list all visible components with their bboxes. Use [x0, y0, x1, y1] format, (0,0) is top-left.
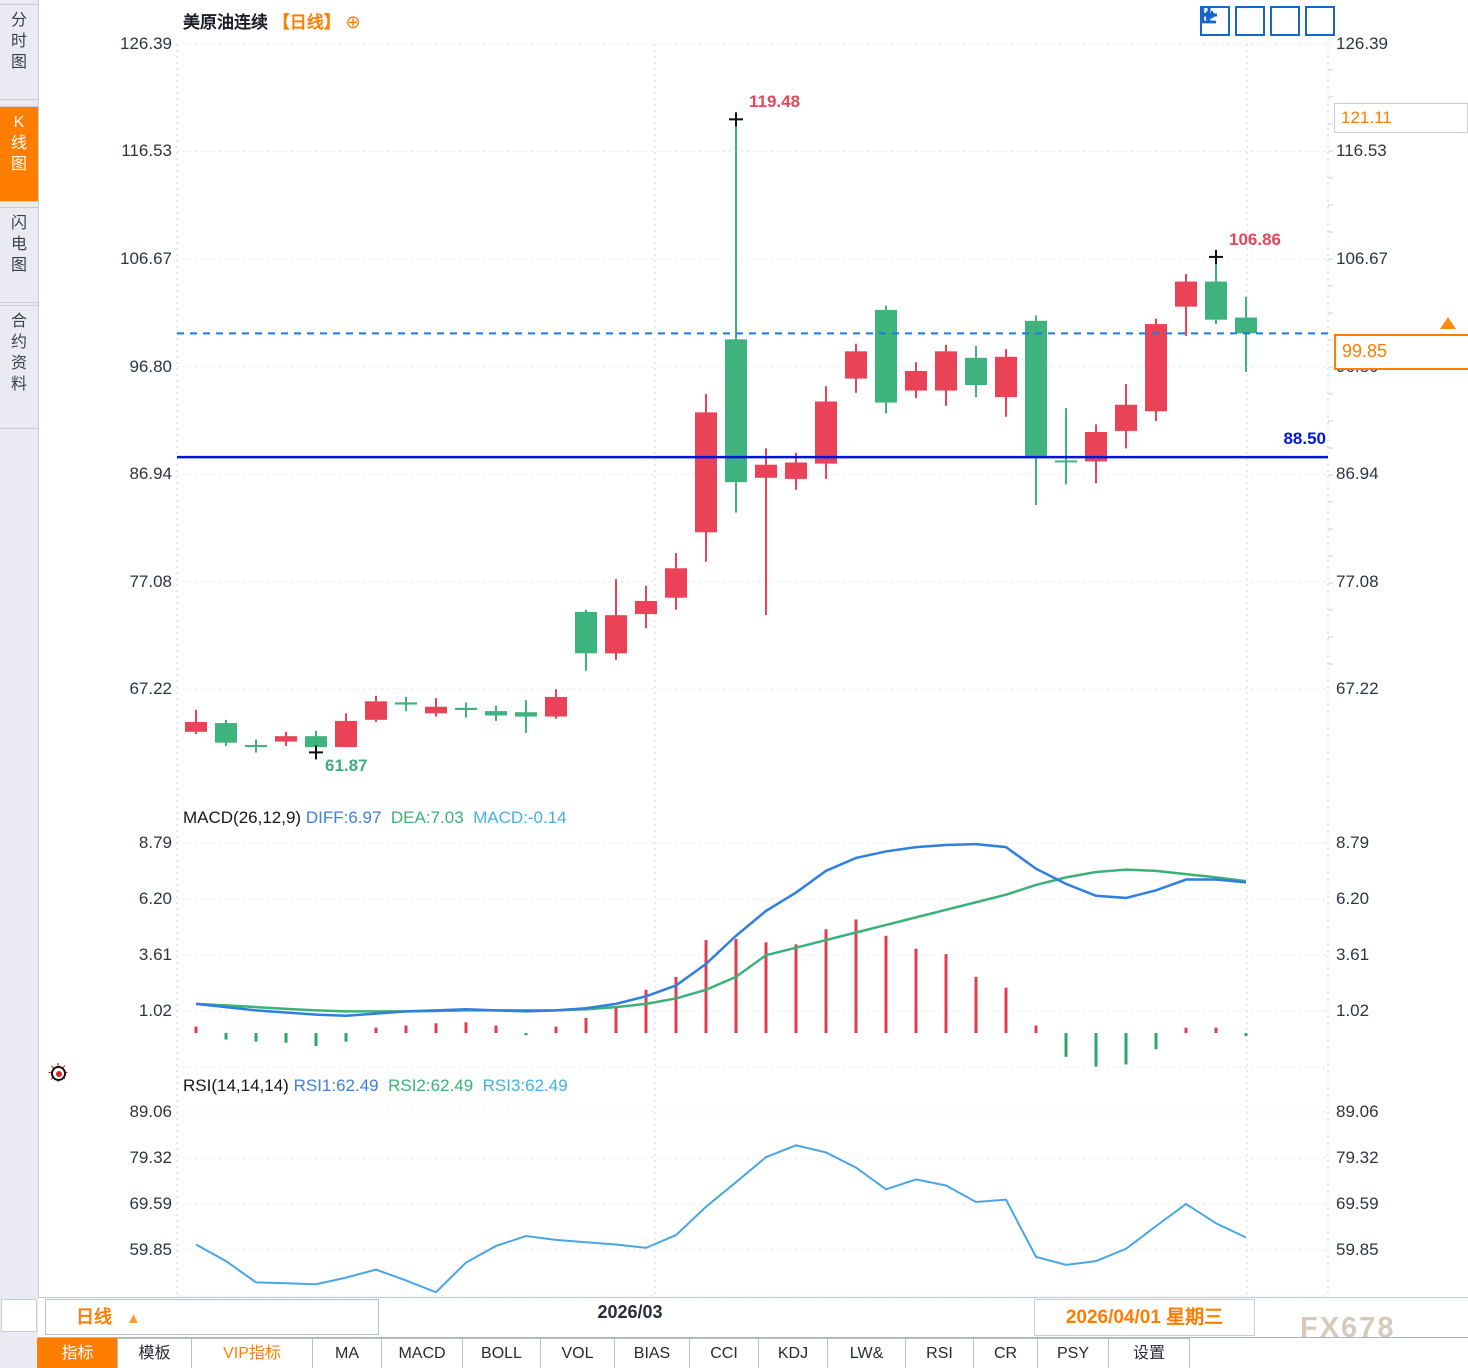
x-axis-month-label: 2026/03 [597, 1302, 663, 1322]
macd-params: MACD(26,12,9) [183, 808, 302, 827]
rsi-params: RSI(14,14,14) [183, 1076, 289, 1095]
toolbar-tab-KDJ[interactable]: KDJ [758, 1338, 828, 1368]
current-date-label: 2026/04/01 星期三 [1034, 1299, 1255, 1336]
price-axis-label-right: 126.39 [1336, 34, 1388, 53]
rsi-axis-label-right: 69.59 [1336, 1193, 1379, 1213]
macd-axis-label-left: 1.02 [138, 1001, 172, 1020]
toolbar-tab-设置[interactable]: 设置 [1108, 1338, 1190, 1368]
rsi-axis-label-right: 89.06 [1336, 1102, 1379, 1121]
toolbar-tab-MACD[interactable]: MACD [381, 1338, 463, 1368]
toolbar-tab-CR[interactable]: CR [973, 1338, 1038, 1368]
rsi2-value: RSI2:62.49 [388, 1076, 474, 1095]
sidebar-item-K线图[interactable]: K线图 [0, 106, 38, 202]
macd-axis-label-right: 1.02 [1336, 1001, 1370, 1020]
price-axis-label-left: 67.22 [129, 679, 172, 699]
macd-axis-label-left: 6.20 [138, 889, 172, 908]
period-up-triangle-icon: ▲ [126, 1310, 141, 1327]
corner-box [1, 1299, 37, 1332]
price-axis-label-right: 77.08 [1336, 571, 1379, 591]
indicator-toolbar: 指标 模板 VIP指标 MA MACD BOLL VOL BIAS CCI KDJ LW& RSI CR… [37, 1337, 1468, 1368]
sidebar-item-label: 分时图 [10, 12, 27, 71]
rsi-axis-label-right: 79.32 [1336, 1148, 1379, 1167]
sidebar: 分时图 K线图闪电图合约资料 [0, 0, 39, 1368]
sidebar-item-label: 闪电图 [10, 215, 27, 274]
sidebar-item-合约资料[interactable]: 合约资料 [0, 305, 38, 429]
upper-level-price-box: 121.11 [1334, 103, 1468, 133]
support-level-label: 88.50 [1283, 429, 1326, 448]
sun-dot-icon [55, 1070, 62, 1077]
price-axis-label-left: 86.94 [129, 464, 172, 484]
toolbar-tab-BOLL[interactable]: BOLL [462, 1338, 541, 1368]
price-axis-label-right: 67.22 [1336, 679, 1379, 699]
price-axis-label-left: 116.53 [121, 141, 172, 161]
macd-axis-label-right: 3.61 [1336, 945, 1370, 964]
macd-dea-value: DEA:7.03 [390, 808, 464, 827]
shift-right-icon[interactable] [1201, 6, 1335, 36]
toolbar-tab-LW&[interactable]: LW& [827, 1338, 906, 1368]
rsi-header: RSI(14,14,14) RSI1:62.49 RSI2:62.49 RSI3… [183, 1076, 568, 1096]
price-annotation-high: 119.48 [749, 92, 801, 112]
rsi-axis-label-right: 59.85 [1336, 1239, 1379, 1259]
rsi1-value: RSI1:62.49 [293, 1076, 379, 1095]
toolbar-tab-MA[interactable]: MA [312, 1338, 382, 1368]
macd-axis-label-left: 3.61 [138, 945, 172, 964]
symbol-name: 美原油连续 [183, 13, 268, 32]
rsi-axis-label-left: 69.59 [129, 1193, 172, 1213]
sidebar-item-label: 合约资料 [10, 313, 27, 393]
macd-axis-label-right: 8.79 [1336, 833, 1370, 852]
rsi-axis-label-left: 79.32 [129, 1148, 172, 1167]
macd-axis-label-right: 6.20 [1336, 889, 1370, 908]
axis-zoom-left-icon[interactable] [1200, 6, 1265, 36]
toolbar-tab-VIP指标[interactable]: VIP指标 [191, 1338, 313, 1368]
add-indicator-icon[interactable]: ⊕ [345, 12, 361, 32]
sidebar-item-分时图[interactable]: 分时图 [0, 4, 38, 100]
price-axis-label-left: 106.67 [120, 248, 172, 268]
chart-title: 美原油连续 【日线】 ⊕ [183, 8, 361, 33]
macd-axis-label-left: 8.79 [138, 833, 172, 852]
price-axis-label-left: 77.08 [129, 571, 172, 591]
price-axis-label-right: 106.67 [1336, 248, 1388, 268]
toolbar-tab-CCI[interactable]: CCI [689, 1338, 759, 1368]
toolbar-tab-PSY[interactable]: PSY [1037, 1338, 1109, 1368]
chart-toolbar-icons [1200, 6, 1335, 36]
toolbar-tab-指标[interactable]: 指标 [37, 1338, 118, 1368]
price-up-arrow-icon [1440, 317, 1456, 329]
macd-diff-value: DIFF:6.97 [305, 808, 382, 827]
rsi-axis-label-left: 89.06 [129, 1102, 172, 1121]
indicator-settings-sun-icon[interactable]: ☀ [44, 1059, 72, 1088]
toolbar-tab-VOL[interactable]: VOL [540, 1338, 615, 1368]
period-tag: 【日线】 [272, 13, 341, 32]
price-axis-label-right: 86.94 [1336, 464, 1379, 484]
period-selector-label: 日线 [76, 1307, 112, 1327]
macd-hist-value: MACD:-0.14 [473, 808, 567, 827]
rsi3-value: RSI3:62.49 [482, 1076, 568, 1095]
sidebar-item-闪电图[interactable]: 闪电图 [0, 207, 38, 303]
axis-play-icon[interactable] [1200, 6, 1300, 36]
toolbar-filler [1190, 1338, 1468, 1368]
macd-header: MACD(26,12,9) DIFF:6.97 DEA:7.03 MACD:-0… [183, 808, 567, 828]
price-annotation-high: 106.86 [1229, 229, 1281, 249]
toolbar-tab-模板[interactable]: 模板 [117, 1338, 192, 1368]
price-axis-label-right: 116.53 [1336, 141, 1387, 161]
period-selector[interactable]: 日线 ▲ [45, 1299, 379, 1335]
price-axis-label-left: 96.80 [129, 356, 172, 376]
toolbar-tab-BIAS[interactable]: BIAS [614, 1338, 690, 1368]
sidebar-item-label: K线图 [10, 114, 27, 173]
price-annotation-low: 61.87 [325, 756, 368, 776]
toolbar-tab-RSI[interactable]: RSI [905, 1338, 974, 1368]
price-axis-label-left: 126.39 [120, 34, 172, 53]
rsi-axis-label-left: 59.85 [129, 1239, 172, 1259]
last-price-box: 99.85 [1334, 334, 1468, 370]
